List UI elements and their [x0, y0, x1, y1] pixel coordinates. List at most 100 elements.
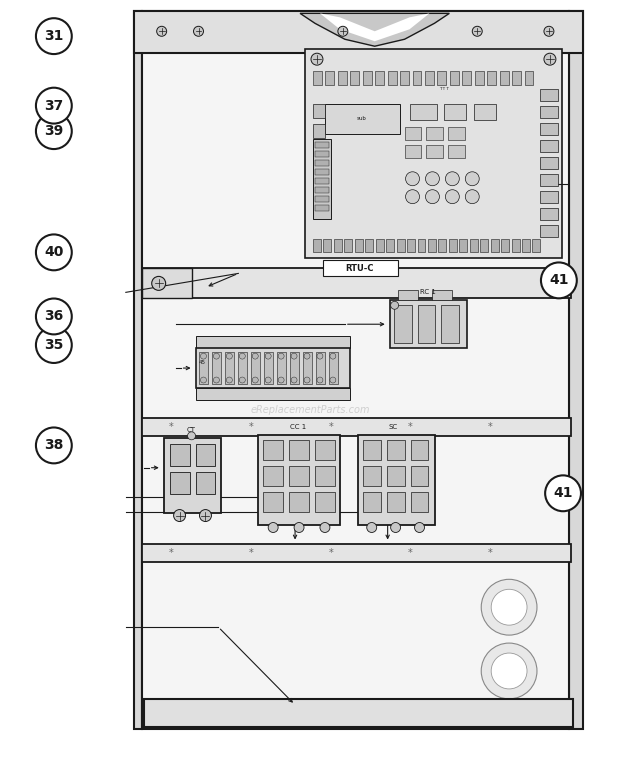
Bar	[144, 699, 573, 727]
Bar	[313, 104, 325, 118]
Bar	[277, 352, 286, 384]
Bar	[533, 239, 541, 253]
Bar	[386, 239, 394, 253]
Circle shape	[200, 353, 206, 359]
Bar	[365, 239, 373, 253]
Bar	[540, 208, 558, 219]
Bar	[259, 435, 340, 525]
Bar	[410, 439, 428, 460]
Bar	[363, 491, 381, 512]
Bar	[407, 239, 415, 253]
Circle shape	[36, 298, 72, 334]
Bar	[226, 352, 234, 384]
Text: T T T: T T T	[440, 87, 450, 91]
Circle shape	[541, 263, 577, 298]
Text: SC: SC	[388, 424, 397, 430]
Circle shape	[367, 522, 377, 532]
Bar	[142, 268, 192, 298]
Bar	[540, 174, 558, 186]
Bar	[525, 71, 533, 85]
Bar	[358, 435, 435, 525]
Text: 41: 41	[549, 274, 569, 288]
Circle shape	[425, 190, 440, 204]
Bar	[313, 239, 321, 253]
Text: *: *	[169, 549, 174, 559]
Bar	[363, 439, 381, 460]
Bar	[363, 466, 381, 486]
Circle shape	[239, 377, 246, 383]
Circle shape	[278, 377, 284, 383]
Text: RTU-C: RTU-C	[345, 264, 374, 273]
Text: *: *	[408, 422, 413, 432]
Text: *: *	[329, 549, 334, 559]
Polygon shape	[320, 13, 430, 41]
Circle shape	[491, 653, 527, 689]
Bar	[195, 388, 350, 400]
Bar	[400, 71, 409, 85]
Bar	[480, 239, 488, 253]
Bar	[324, 239, 332, 253]
Circle shape	[278, 353, 284, 359]
Circle shape	[544, 26, 554, 36]
Bar	[363, 71, 372, 85]
Bar	[412, 71, 422, 85]
Bar	[313, 139, 331, 219]
Bar	[213, 352, 221, 384]
Text: *: *	[408, 549, 413, 559]
Circle shape	[265, 377, 271, 383]
Bar	[389, 301, 467, 348]
Bar	[500, 71, 508, 85]
Bar	[142, 418, 571, 436]
Circle shape	[317, 353, 323, 359]
Circle shape	[265, 353, 271, 359]
Circle shape	[465, 190, 479, 204]
Bar	[325, 104, 400, 134]
Circle shape	[304, 377, 310, 383]
Bar	[540, 157, 558, 169]
Bar	[142, 544, 571, 563]
Circle shape	[481, 579, 537, 635]
Polygon shape	[300, 13, 450, 46]
Circle shape	[291, 353, 297, 359]
Circle shape	[36, 428, 72, 463]
Bar	[438, 239, 446, 253]
Circle shape	[239, 353, 246, 359]
Bar	[387, 439, 405, 460]
Bar	[540, 106, 558, 118]
Bar	[463, 71, 471, 85]
Bar	[334, 239, 342, 253]
Text: eReplacementParts.com: eReplacementParts.com	[250, 405, 370, 415]
Circle shape	[330, 377, 336, 383]
Bar	[289, 466, 309, 486]
Bar	[315, 205, 329, 211]
Circle shape	[36, 234, 72, 270]
Bar	[315, 142, 329, 148]
Circle shape	[481, 643, 537, 699]
Text: 40: 40	[44, 246, 63, 260]
Bar	[376, 239, 384, 253]
Circle shape	[391, 522, 401, 532]
Bar	[410, 491, 428, 512]
Circle shape	[304, 353, 310, 359]
Circle shape	[188, 432, 195, 439]
Bar	[410, 466, 428, 486]
Bar	[315, 160, 329, 166]
Bar	[449, 239, 457, 253]
Bar	[540, 140, 558, 152]
Bar	[540, 225, 558, 236]
Circle shape	[174, 509, 185, 522]
Bar	[142, 268, 571, 298]
Bar	[427, 145, 443, 158]
Bar	[195, 444, 215, 466]
Bar	[459, 239, 467, 253]
Bar	[134, 12, 142, 728]
Circle shape	[405, 172, 420, 186]
Circle shape	[226, 377, 232, 383]
Bar	[470, 239, 478, 253]
Bar	[475, 71, 484, 85]
Circle shape	[291, 377, 297, 383]
Bar	[417, 239, 425, 253]
Circle shape	[330, 353, 336, 359]
Circle shape	[317, 377, 323, 383]
Circle shape	[491, 589, 527, 625]
